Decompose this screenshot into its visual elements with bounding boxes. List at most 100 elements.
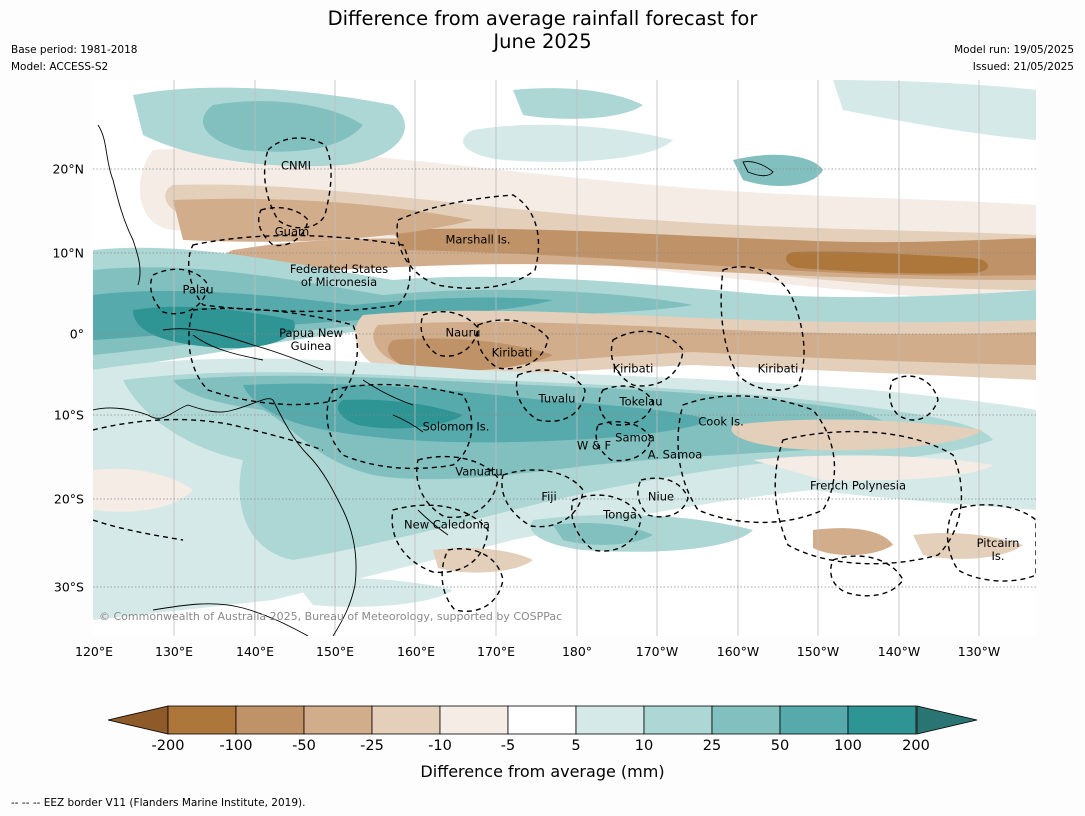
eez-east-far: [889, 375, 939, 421]
colorbar-bins: [167, 705, 917, 735]
forecast-map: [93, 80, 1036, 636]
lon-label-170w: 170°W: [635, 644, 679, 659]
colorbar-tick: 5: [571, 738, 581, 754]
png-line-1: Papua New: [279, 326, 343, 340]
colorbar-under-arrow: [107, 705, 169, 735]
wet-patch-south-3: [293, 578, 453, 607]
pitcairn-line-1: Pitcairn: [976, 536, 1020, 550]
coast-new-caledonia: [417, 509, 449, 536]
dry-patch-south-6: [93, 468, 193, 512]
dry-patch-south-2: [753, 455, 993, 481]
eez-borders: [93, 137, 1036, 612]
region-label-marshall: Marshall Is.: [445, 232, 511, 247]
eez-marshall: [396, 194, 540, 289]
dry-band-north-upper: [173, 198, 473, 242]
colorbar-tick: -10: [428, 738, 452, 754]
fsm-line-2: of Micronesia: [300, 275, 378, 289]
region-label-nauru: Nauru: [445, 325, 481, 340]
eez-kiribati-w: [476, 319, 549, 370]
lon-label-130w: 130°W: [957, 644, 1001, 659]
region-label-fsm: Federated States of Micronesia: [290, 263, 388, 289]
lon-label-140e: 140°E: [235, 644, 275, 659]
colorbar-bin: [235, 705, 305, 735]
coast-australia: [93, 398, 357, 636]
eez-kiribati-c: [610, 330, 684, 387]
eez-pitcairn: [946, 504, 1036, 582]
spcz-core: [243, 383, 713, 443]
eez-palau: [150, 268, 209, 315]
meta-right: Model run: 19/05/2025 Issued: 21/05/2025: [954, 42, 1074, 76]
coastlines: [93, 124, 774, 636]
colorbar: [107, 705, 978, 735]
region-label-kiribati-central: Kiribati: [612, 361, 654, 376]
colorbar-bin: [575, 705, 645, 735]
lat-label-10s: 10°S: [53, 407, 84, 423]
colorbar-tick: -100: [219, 738, 253, 754]
colorbar-tick: 25: [702, 738, 722, 754]
coast-new-guinea: [162, 328, 324, 371]
pitcairn-line-2: Is.: [991, 549, 1005, 563]
model-run: Model run: 19/05/2025: [954, 44, 1074, 56]
eez-png: [188, 307, 359, 406]
colorbar-bin: [439, 705, 509, 735]
lon-label-170e: 170°E: [476, 644, 516, 659]
region-label-tonga: Tonga: [603, 507, 637, 522]
coast-hawaii: [742, 161, 774, 177]
lon-label-180: 180°: [561, 644, 593, 659]
region-label-cook: Cook Is.: [698, 414, 744, 429]
lon-label-160e: 160°E: [396, 644, 436, 659]
coast-solomon: [362, 379, 424, 433]
title-line-2: June 2025: [493, 30, 592, 53]
region-label-tuvalu: Tuvalu: [538, 391, 576, 406]
colorbar-bin: [711, 705, 781, 735]
eez-solomon: [326, 383, 473, 470]
dry-patch-south-1: [731, 419, 983, 451]
png-line-2: Guinea: [290, 339, 332, 353]
lat-label-20n: 20°N: [52, 161, 84, 177]
wet-core-png: [133, 306, 295, 349]
eez-australia: [93, 418, 324, 541]
wet-patch-north-2: [203, 101, 363, 152]
colorbar-bin: [507, 705, 577, 735]
dry-patch-south-5: [813, 528, 893, 556]
graticule: [173, 80, 980, 636]
region-label-fiji: Fiji: [541, 489, 557, 504]
meta-left: Base period: 1981-2018 Model: ACCESS-S2: [11, 42, 137, 76]
coast-south-land: [152, 603, 309, 636]
wet-patch-north-4: [513, 88, 643, 119]
eez-fsm: [188, 234, 411, 313]
eez-guam: [257, 207, 309, 247]
eez-southeast: [830, 555, 904, 597]
region-label-niue: Niue: [647, 489, 675, 504]
dry-patch-south-3: [913, 533, 1023, 559]
region-label-samoa: Samoa: [615, 430, 655, 445]
colorbar-label: Difference from average (mm): [420, 762, 665, 781]
region-label-am-samoa: A. Samoa: [647, 447, 703, 462]
eez-new-caledonia: [391, 504, 489, 574]
fsm-line-1: Federated States: [289, 262, 389, 276]
title-line-1: Difference from average rainfall forecas…: [327, 7, 758, 30]
eez-cook: [677, 395, 836, 524]
eez-vanuatu: [416, 455, 499, 519]
coast-philippines: [97, 124, 141, 286]
region-label-wf: W & F: [576, 438, 612, 453]
region-label-palau: Palau: [182, 282, 214, 297]
issued-date: Issued: 21/05/2025: [972, 61, 1074, 73]
lon-label-160w: 160°W: [716, 644, 760, 659]
eez-kiribati-e: [720, 266, 805, 391]
region-label-cnmi: CNMI: [281, 158, 311, 173]
lon-label-150w: 150°W: [796, 644, 840, 659]
lon-label-130e: 130°E: [154, 644, 194, 659]
region-label-french-polynesia: French Polynesia: [809, 478, 907, 493]
colorbar-tick: -200: [151, 738, 185, 754]
eez-cnmi: [263, 137, 332, 229]
lon-label-140w: 140°W: [877, 644, 921, 659]
colorbar-tick: 50: [770, 738, 790, 754]
model-name: Model: ACCESS-S2: [11, 61, 109, 73]
eez-tokelau: [598, 385, 654, 426]
region-label-guam: Guam: [274, 224, 310, 239]
eez-tonga: [571, 494, 642, 552]
colorbar-tick: 200: [902, 738, 930, 754]
lat-label-30s: 30°S: [53, 579, 84, 595]
dry-core-east: [786, 251, 988, 274]
